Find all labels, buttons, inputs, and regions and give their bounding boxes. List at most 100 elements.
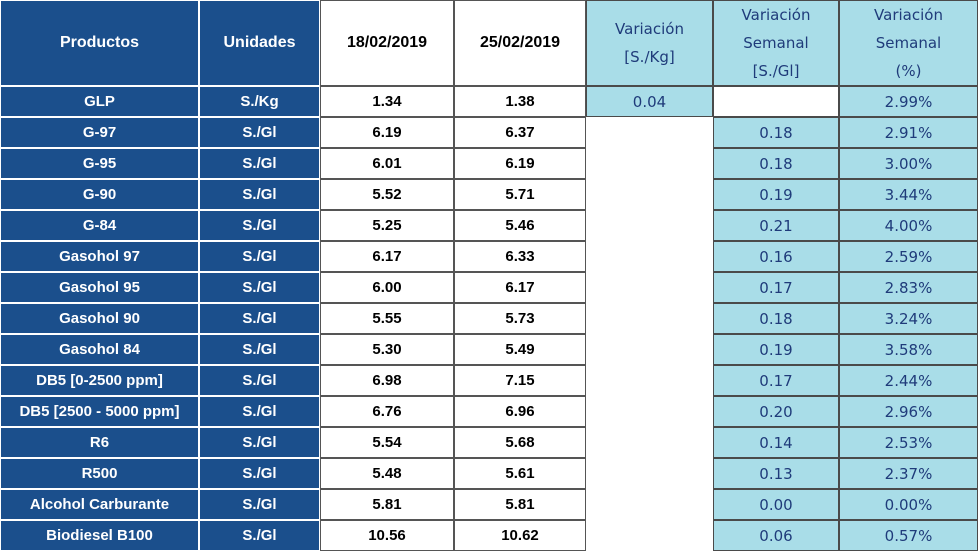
price-date-2-cell: 6.33 <box>454 241 586 272</box>
product-cell: R6 <box>0 427 199 458</box>
header-date-2: 25/02/2019 <box>454 0 586 86</box>
price-date-2-cell: 5.61 <box>454 458 586 489</box>
variacion-gl-cell: 0.17 <box>713 365 839 396</box>
price-date-2-cell: 6.37 <box>454 117 586 148</box>
unit-cell: S./Gl <box>199 272 320 303</box>
product-cell: G-95 <box>0 148 199 179</box>
unit-cell: S./Gl <box>199 241 320 272</box>
price-date-2-cell: 1.38 <box>454 86 586 117</box>
variacion-pct-cell: 2.96% <box>839 396 978 427</box>
price-date-1-cell: 5.30 <box>320 334 454 365</box>
variacion-pct-cell: 0.57% <box>839 520 978 551</box>
unit-cell: S./Gl <box>199 117 320 148</box>
price-date-2-cell: 6.17 <box>454 272 586 303</box>
variacion-pct-cell: 2.53% <box>839 427 978 458</box>
unit-cell: S./Gl <box>199 148 320 179</box>
variacion-gl-cell: 0.21 <box>713 210 839 241</box>
variacion-pct-cell: 2.37% <box>839 458 978 489</box>
header-variacion-pct: Variación Semanal (%) <box>839 0 978 86</box>
header-variacion-pct-line-3: (%) <box>895 62 922 80</box>
variacion-gl-cell: 0.18 <box>713 117 839 148</box>
price-date-2-cell: 5.71 <box>454 179 586 210</box>
price-date-2-cell: 5.68 <box>454 427 586 458</box>
price-date-1-cell: 5.52 <box>320 179 454 210</box>
variacion-pct-cell: 3.00% <box>839 148 978 179</box>
variacion-pct-cell: 0.00% <box>839 489 978 520</box>
product-cell: R500 <box>0 458 199 489</box>
price-date-2-cell: 5.49 <box>454 334 586 365</box>
price-date-1-cell: 6.00 <box>320 272 454 303</box>
header-variacion-gl-line-3: [S./Gl] <box>752 62 800 80</box>
variacion-gl-cell: 0.20 <box>713 396 839 427</box>
variacion-pct-cell: 3.44% <box>839 179 978 210</box>
price-date-1-cell: 6.19 <box>320 117 454 148</box>
product-cell: Gasohol 97 <box>0 241 199 272</box>
price-date-2-cell: 7.15 <box>454 365 586 396</box>
variacion-pct-cell: 3.58% <box>839 334 978 365</box>
header-variacion-gl-line-2: Semanal <box>743 34 809 52</box>
header-variacion-pct-line-2: Semanal <box>875 34 942 52</box>
product-cell: Biodiesel B100 <box>0 520 199 551</box>
unit-cell: S./Gl <box>199 365 320 396</box>
variacion-pct-cell: 2.91% <box>839 117 978 148</box>
header-variacion-gl-line-1: Variación <box>741 6 811 24</box>
product-cell: DB5 [0-2500 ppm] <box>0 365 199 396</box>
unit-cell: S./Gl <box>199 334 320 365</box>
price-date-2-cell: 6.96 <box>454 396 586 427</box>
unit-cell: S./Kg <box>199 86 320 117</box>
variacion-pct-cell: 2.59% <box>839 241 978 272</box>
variacion-gl-cell: 0.19 <box>713 179 839 210</box>
variacion-gl-cell: 0.18 <box>713 148 839 179</box>
variacion-gl-cell: 0.19 <box>713 334 839 365</box>
price-date-1-cell: 5.81 <box>320 489 454 520</box>
variacion-gl-cell: 0.17 <box>713 272 839 303</box>
price-date-2-cell: 10.62 <box>454 520 586 551</box>
variacion-gl-cell: 0.16 <box>713 241 839 272</box>
unit-cell: S./Gl <box>199 303 320 334</box>
price-date-1-cell: 6.17 <box>320 241 454 272</box>
unit-cell: S./Gl <box>199 210 320 241</box>
header-variacion-gl: Variación Semanal [S./Gl] <box>713 0 839 86</box>
price-date-1-cell: 5.54 <box>320 427 454 458</box>
header-productos: Productos <box>0 0 199 86</box>
variacion-pct-cell: 2.44% <box>839 365 978 396</box>
variacion-gl-cell: 0.13 <box>713 458 839 489</box>
price-date-1-cell: 6.76 <box>320 396 454 427</box>
unit-cell: S./Gl <box>199 489 320 520</box>
variacion-gl-cell <box>713 86 839 117</box>
variacion-gl-cell: 0.14 <box>713 427 839 458</box>
price-date-1-cell: 5.48 <box>320 458 454 489</box>
variacion-pct-cell: 3.24% <box>839 303 978 334</box>
price-date-1-cell: 10.56 <box>320 520 454 551</box>
price-date-1-cell: 6.98 <box>320 365 454 396</box>
price-date-2-cell: 5.46 <box>454 210 586 241</box>
header-variacion-kg: Variación [S./Kg] <box>586 0 713 86</box>
price-date-1-cell: 5.55 <box>320 303 454 334</box>
price-date-1-cell: 6.01 <box>320 148 454 179</box>
product-cell: Alcohol Carburante <box>0 489 199 520</box>
product-cell: G-97 <box>0 117 199 148</box>
header-date-1: 18/02/2019 <box>320 0 454 86</box>
variacion-kg-cell: 0.04 <box>586 86 713 117</box>
product-cell: Gasohol 95 <box>0 272 199 303</box>
header-variacion-kg-line-2: [S./Kg] <box>624 48 675 66</box>
header-unidades: Unidades <box>199 0 320 86</box>
variacion-pct-cell: 2.83% <box>839 272 978 303</box>
header-variacion-kg-line-1: Variación <box>615 20 684 38</box>
variacion-gl-cell: 0.18 <box>713 303 839 334</box>
product-cell: G-90 <box>0 179 199 210</box>
unit-cell: S./Gl <box>199 396 320 427</box>
header-variacion-pct-line-1: Variación <box>874 6 943 24</box>
unit-cell: S./Gl <box>199 520 320 551</box>
unit-cell: S./Gl <box>199 179 320 210</box>
price-date-2-cell: 6.19 <box>454 148 586 179</box>
product-cell: GLP <box>0 86 199 117</box>
unit-cell: S./Gl <box>199 458 320 489</box>
product-cell: G-84 <box>0 210 199 241</box>
variacion-gl-cell: 0.06 <box>713 520 839 551</box>
price-date-2-cell: 5.73 <box>454 303 586 334</box>
price-date-2-cell: 5.81 <box>454 489 586 520</box>
product-cell: Gasohol 84 <box>0 334 199 365</box>
unit-cell: S./Gl <box>199 427 320 458</box>
